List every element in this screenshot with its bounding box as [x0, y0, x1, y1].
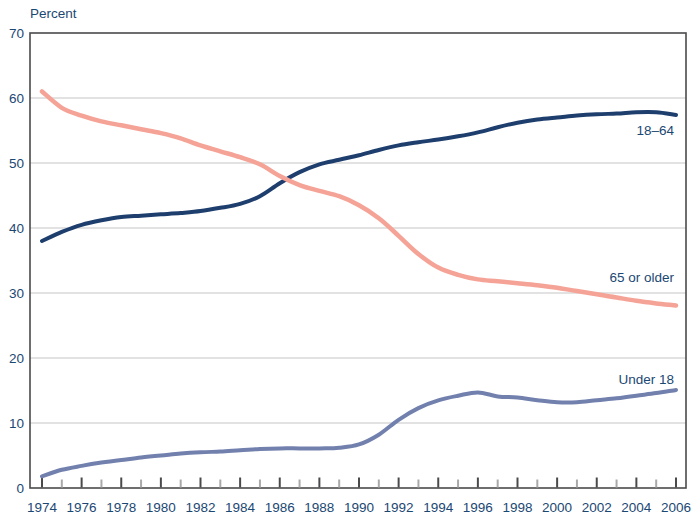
x-tick-label: 1988: [304, 500, 334, 515]
line-chart-canvas: 0 10 20 30 40 50 60 70 Percent 1974 1976 1978 1980 19…: [0, 0, 700, 525]
y-tick-label: 30: [9, 286, 24, 301]
chart: 0 10 20 30 40 50 60 70 Percent 1974 1976 1978 1980 19…: [0, 0, 700, 525]
series-label-65-or-older: 65 or older: [609, 270, 674, 285]
x-tick-label: 1982: [185, 500, 215, 515]
x-tick-label: 1974: [27, 500, 58, 515]
y-tick-label: 0: [16, 481, 24, 496]
x-tick-label: 1992: [384, 500, 414, 515]
plot-frame: [30, 33, 686, 488]
series-label-18-64: 18–64: [636, 123, 674, 138]
y-tick-label: 10: [9, 416, 24, 431]
y-tick-label: 60: [9, 91, 24, 106]
y-tick-label: 20: [9, 351, 24, 366]
series-label-under-18: Under 18: [618, 372, 674, 387]
x-tick-label: 2004: [621, 500, 652, 515]
x-tick-label: 1998: [502, 500, 532, 515]
x-tick-label: 1990: [344, 500, 374, 515]
x-tick-label: 1978: [106, 500, 136, 515]
x-tick-label: 1976: [67, 500, 97, 515]
y-tick-label: 40: [9, 221, 24, 236]
y-tick-label: 70: [9, 26, 24, 41]
x-tick-label: 1980: [146, 500, 176, 515]
x-tick-label: 1984: [225, 500, 256, 515]
y-axis-title: Percent: [30, 6, 77, 21]
series-line-18-64: [42, 112, 676, 241]
x-tick-label: 1996: [463, 500, 493, 515]
x-tick-label: 2002: [582, 500, 612, 515]
x-tick-label: 1994: [423, 500, 454, 515]
x-tick-label: 2006: [661, 500, 691, 515]
series-line-65-or-older: [42, 92, 676, 306]
series-line-under-18: [42, 390, 676, 476]
x-tick-label: 2000: [542, 500, 572, 515]
y-tick-label: 50: [9, 156, 24, 171]
x-tick-label: 1986: [265, 500, 295, 515]
